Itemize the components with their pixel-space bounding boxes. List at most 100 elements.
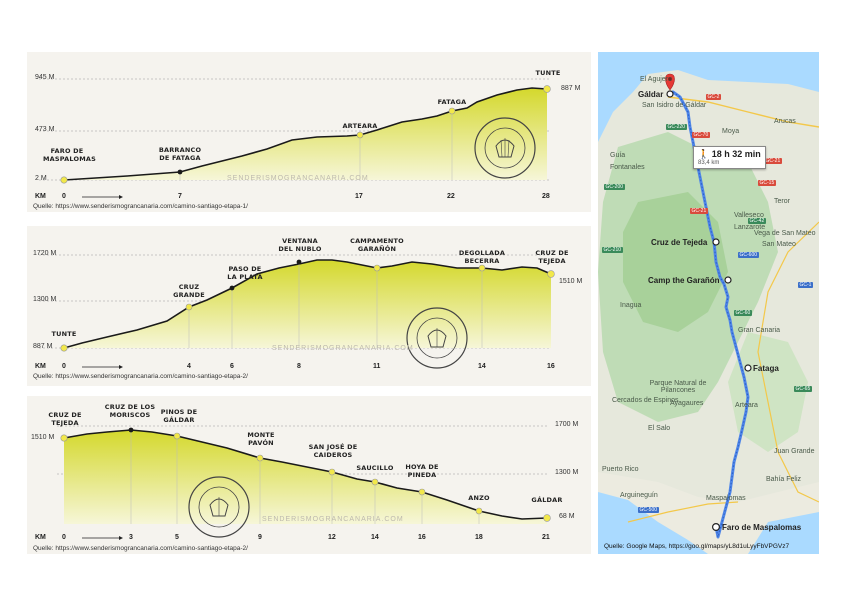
tick-2: 6 bbox=[230, 363, 234, 370]
elev-mid: 473 M bbox=[35, 126, 55, 133]
elevation-profile-stage-2a: 1720 M 1300 M 887 M 1510 M TUNTE CRUZ GR… bbox=[27, 226, 591, 386]
marker-tunte bbox=[543, 85, 551, 93]
route-duration-callout[interactable]: 🚶 18 h 32 min 83,4 km bbox=[693, 146, 766, 169]
tick-1: 7 bbox=[178, 193, 182, 200]
watermark: SENDERISMOGRANCANARIA.COM bbox=[262, 516, 404, 523]
road-gc200: GC-200 bbox=[604, 184, 625, 190]
place-cercados: Cercados de Espinos bbox=[612, 397, 679, 404]
tick-5: 14 bbox=[478, 363, 486, 370]
place-arucas: Arucas bbox=[774, 118, 796, 125]
wp-cruz-tejeda: CRUZ DE TEJEDA bbox=[48, 411, 82, 427]
stop-galdar bbox=[666, 90, 674, 98]
road-gc2: GC-2 bbox=[706, 94, 721, 100]
wp-caideros: SAN JOSÉ DE CAIDEROS bbox=[308, 443, 358, 459]
place-gran-canaria: Gran Canaria bbox=[738, 327, 781, 334]
marker-arteara bbox=[356, 131, 364, 139]
route-map[interactable]: El Agujero San Isidro de Gáldar Moya Aru… bbox=[598, 52, 819, 554]
place-san-mateo: San Mateo bbox=[762, 241, 796, 248]
marker-fataga-barranco bbox=[177, 169, 183, 175]
wp-cruz-grande: CRUZ GRANDE bbox=[173, 283, 205, 299]
tick-6: 16 bbox=[547, 363, 555, 370]
place-vega-san-mateo: Vega de San Mateo bbox=[754, 230, 816, 237]
place-maspalomas: Maspalomas bbox=[706, 495, 746, 502]
road-gc21: GC-21 bbox=[764, 158, 782, 164]
route-start bbox=[711, 523, 720, 532]
wp-fataga: FATAGA bbox=[437, 98, 467, 106]
km-label: KM bbox=[35, 363, 46, 370]
elev-mid: 1300 M bbox=[33, 296, 57, 303]
place-cruz-tejeda: Cruz de Tejeda bbox=[651, 238, 708, 247]
elev-start: 1510 M bbox=[31, 434, 55, 441]
marker-saucillo bbox=[371, 478, 379, 486]
place-el-salo: El Salo bbox=[648, 425, 671, 432]
elev-top: 1720 M bbox=[33, 250, 57, 257]
wp-ventana: VENTANA DEL NUBLO bbox=[278, 237, 322, 253]
camino-badge-3 bbox=[188, 476, 250, 538]
tick-0: 0 bbox=[62, 363, 66, 370]
elev-end: 68 M bbox=[559, 513, 575, 520]
wp-cruz-tejeda: CRUZ DE TEJEDA bbox=[535, 249, 569, 265]
profile-1-graphic bbox=[39, 78, 551, 199]
stop-cruz-tejeda bbox=[712, 238, 720, 246]
wp-degollada: DEGOLLADA BECERRA bbox=[458, 249, 506, 265]
wp-barranco: BARRANCO DE FATAGA bbox=[158, 146, 202, 162]
marker-moriscos bbox=[128, 427, 134, 433]
place-fontanales: Fontanales bbox=[610, 164, 645, 171]
source-link[interactable]: Quelle: https://www.senderismograncanari… bbox=[33, 203, 248, 210]
wp-faro: FARO DE MASPALOMAS bbox=[43, 147, 96, 163]
road-gc500: GC-500 bbox=[638, 507, 659, 513]
wp-tunte: TUNTE bbox=[535, 69, 561, 77]
tick-7: 18 bbox=[475, 534, 483, 541]
source-link[interactable]: Quelle: https://www.senderismograncanari… bbox=[33, 545, 248, 552]
place-ayagaures: Ayagaures bbox=[670, 400, 704, 407]
place-camp-garanon: Camp the Garañón bbox=[648, 276, 720, 285]
wp-tunte: TUNTE bbox=[51, 330, 77, 338]
elev-end: 887 M bbox=[561, 85, 581, 92]
marker-anzo bbox=[475, 507, 483, 515]
elev-top: 945 M bbox=[35, 74, 55, 81]
place-inagua: Inagua bbox=[620, 302, 642, 309]
road-gc210: GC-210 bbox=[602, 247, 623, 253]
tick-1: 4 bbox=[187, 363, 191, 370]
place-teror: Teror bbox=[774, 198, 790, 205]
wp-pavon: MONTE PAVÓN bbox=[247, 431, 275, 447]
road-gc21b: GC-21 bbox=[690, 208, 708, 214]
marker-galdar bbox=[543, 514, 551, 522]
wp-arteara: ARTEARA bbox=[342, 122, 378, 130]
watermark: SENDERISMOGRANCANARIA.COM bbox=[227, 175, 369, 182]
wp-saucillo: SAUCILLO bbox=[356, 464, 394, 472]
source-link[interactable]: Quelle: https://www.senderismograncanari… bbox=[33, 373, 248, 380]
route-distance: 83,4 km bbox=[698, 160, 720, 166]
km-label: KM bbox=[35, 193, 46, 200]
tick-0: 0 bbox=[62, 193, 66, 200]
watermark: SENDERISMOGRANCANARIA.COM bbox=[272, 345, 414, 352]
map-graphic bbox=[598, 52, 819, 554]
map-source[interactable]: Quelle: Google Maps, https://goo.gl/maps… bbox=[604, 543, 790, 550]
tick-2: 5 bbox=[175, 534, 179, 541]
place-moya: Moya bbox=[722, 128, 740, 135]
road-gc15: GC-15 bbox=[758, 180, 776, 186]
place-juan-grande: Juan Grande bbox=[774, 448, 815, 455]
place-bahia-feliz: Bahía Feliz bbox=[766, 476, 802, 483]
place-san-isidro: San Isidro de Gáldar bbox=[642, 102, 707, 109]
route-duration: 🚶 18 h 32 min bbox=[698, 149, 761, 159]
tick-3: 9 bbox=[258, 534, 262, 541]
marker-pinos bbox=[173, 432, 181, 440]
place-arteara: Arteara bbox=[735, 402, 758, 409]
marker-caideros bbox=[328, 468, 336, 476]
place-guia: Guía bbox=[610, 152, 626, 159]
marker-ventana bbox=[296, 259, 302, 265]
tick-5: 14 bbox=[371, 534, 379, 541]
wp-galdar: GÁLDAR bbox=[531, 496, 563, 504]
place-fataga: Fataga bbox=[753, 364, 779, 373]
marker-cruz-tejeda bbox=[60, 434, 68, 442]
profile-3-graphic bbox=[57, 425, 551, 540]
tick-6: 16 bbox=[418, 534, 426, 541]
wp-anzo: ANZO bbox=[468, 494, 490, 502]
road-gc220: GC-220 bbox=[666, 124, 687, 130]
stop-fataga bbox=[744, 364, 752, 372]
marker-campamento bbox=[373, 264, 381, 272]
elev-mid: 1300 M bbox=[555, 469, 579, 476]
tick-4: 11 bbox=[373, 363, 381, 370]
elev-top: 1700 M bbox=[555, 421, 579, 428]
